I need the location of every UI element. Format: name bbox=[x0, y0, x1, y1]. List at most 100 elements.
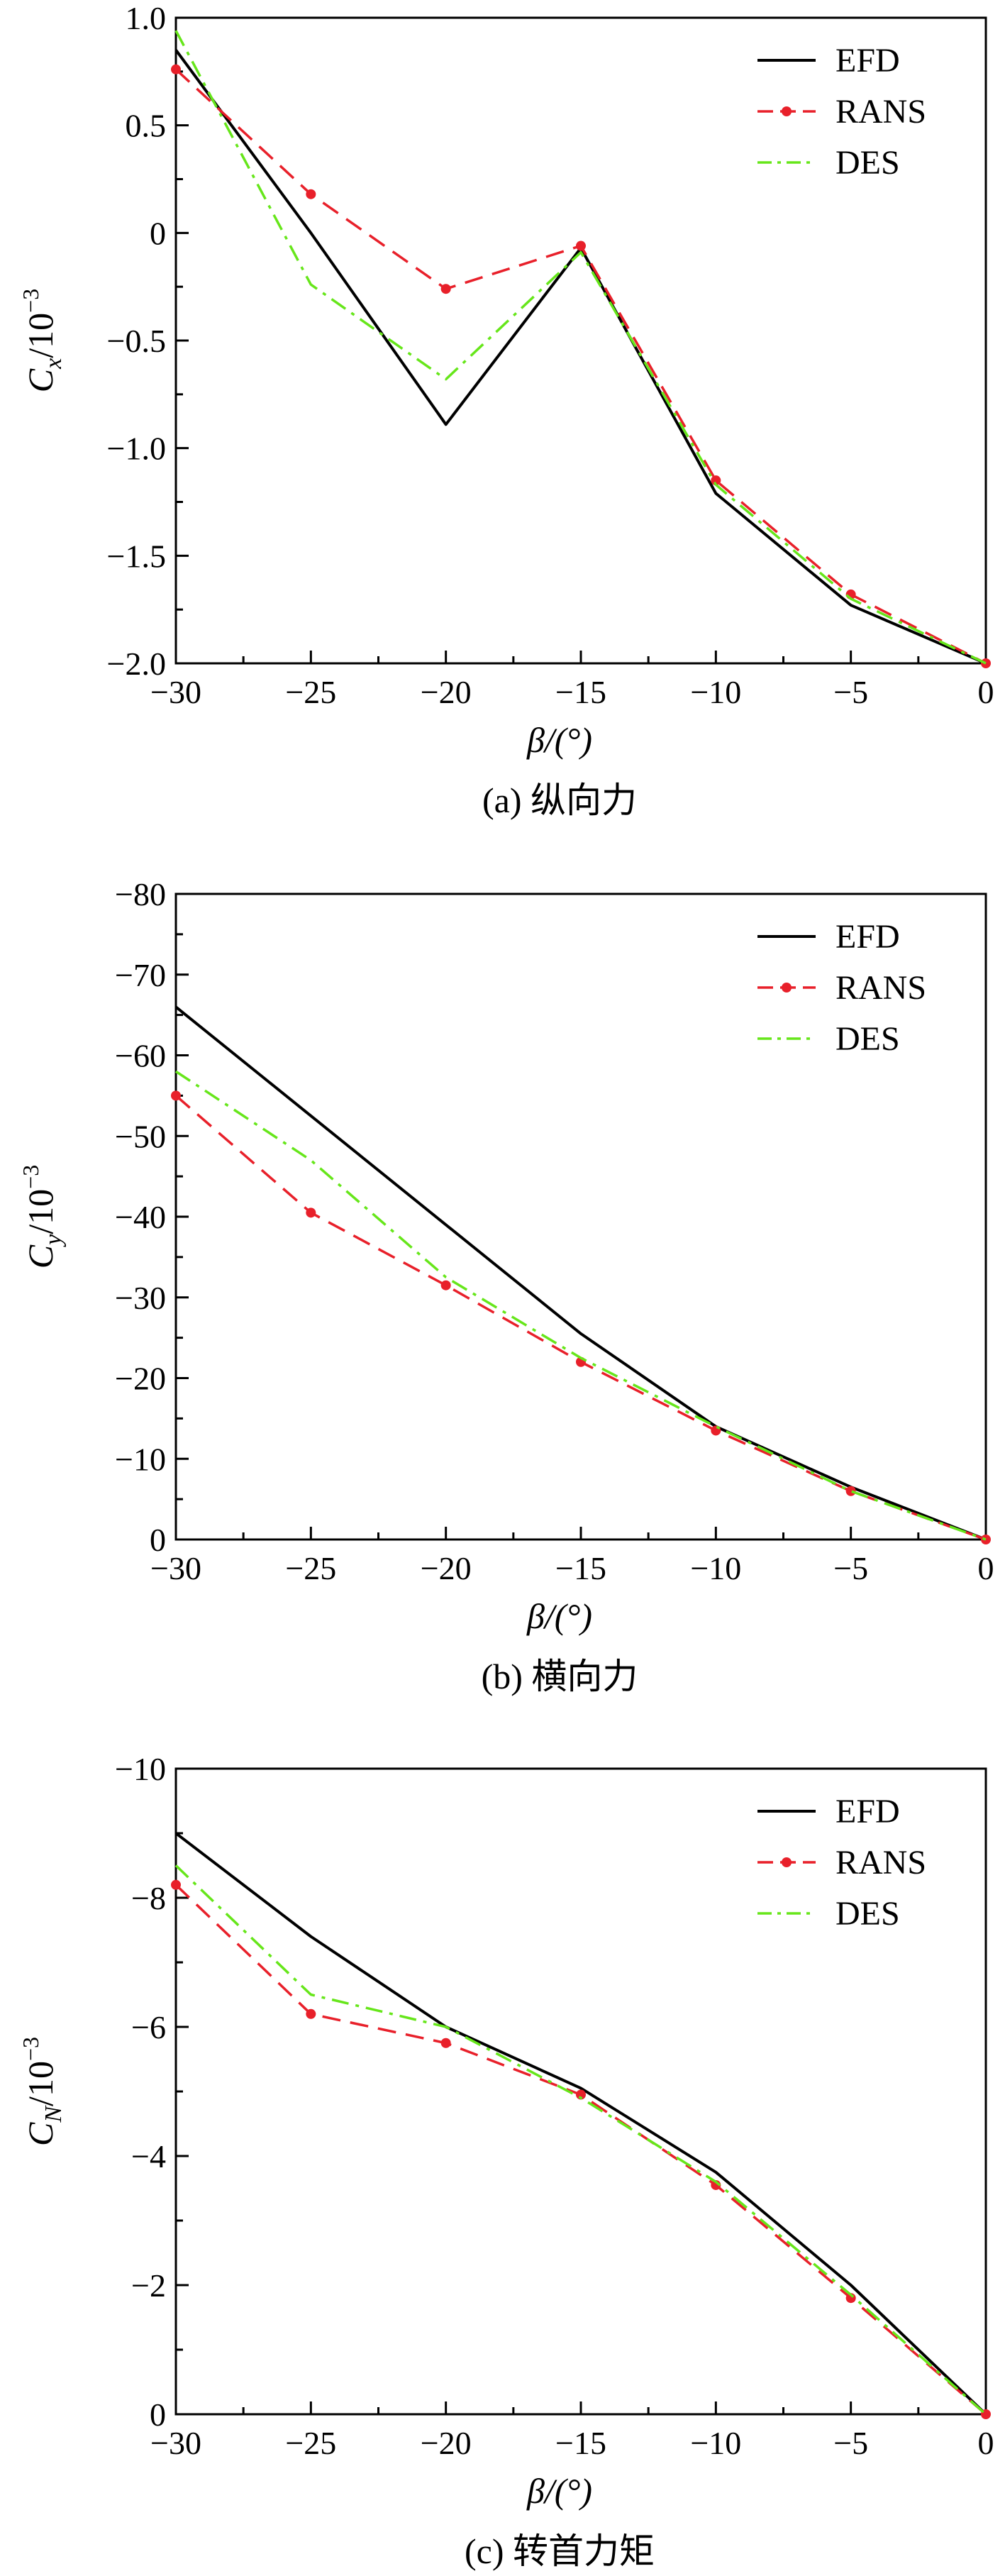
y-tick-label: −40 bbox=[115, 1199, 166, 1235]
legend-label-rans: RANS bbox=[835, 93, 926, 131]
legend-label-des: DES bbox=[835, 1895, 900, 1933]
legend-marker-rans bbox=[782, 1857, 792, 1867]
x-tick-label: −10 bbox=[690, 1550, 741, 1586]
x-tick-label: −10 bbox=[690, 2425, 741, 2461]
y-tick-label: −60 bbox=[115, 1038, 166, 1074]
x-tick-label: 0 bbox=[978, 2425, 994, 2461]
data-point-rans bbox=[171, 1879, 181, 1890]
y-axis-subscript: y bbox=[40, 1234, 67, 1247]
data-point-rans bbox=[440, 1280, 451, 1290]
y-axis-exponent: −3 bbox=[18, 2037, 43, 2061]
y-tick-label: −6 bbox=[131, 2009, 166, 2045]
x-tick-label: −30 bbox=[150, 674, 201, 710]
data-point-rans bbox=[171, 64, 181, 74]
legend-label-des: DES bbox=[835, 1020, 900, 1058]
y-tick-label: 0.5 bbox=[126, 108, 167, 144]
legend-label-rans: RANS bbox=[835, 969, 926, 1007]
y-axis-unit: /10 bbox=[21, 1189, 60, 1234]
y-tick-label: −8 bbox=[131, 1880, 166, 1916]
y-tick-label: −1.5 bbox=[107, 538, 166, 574]
data-point-rans bbox=[306, 2008, 316, 2019]
legend-marker-rans bbox=[782, 983, 792, 993]
x-tick-label: −20 bbox=[421, 1550, 472, 1586]
legend-label-des: DES bbox=[835, 144, 900, 182]
y-tick-label: 0 bbox=[150, 1522, 166, 1558]
x-tick-label: −5 bbox=[833, 1550, 868, 1586]
series-line-efd bbox=[174, 1832, 987, 2416]
legend-marker-rans bbox=[782, 106, 792, 116]
y-tick-label: −4 bbox=[131, 2138, 166, 2174]
x-tick-label: 0 bbox=[978, 674, 994, 710]
x-tick-label: −30 bbox=[150, 2425, 201, 2461]
legend-label-efd: EFD bbox=[835, 1793, 900, 1830]
series-line-efd bbox=[174, 1005, 987, 1541]
y-tick-label: −50 bbox=[115, 1118, 166, 1154]
y-axis-unit: /10 bbox=[21, 2061, 60, 2106]
legend-label-efd: EFD bbox=[835, 918, 900, 956]
y-axis-symbol: C bbox=[21, 2122, 60, 2146]
series-line-rans bbox=[174, 1884, 987, 2416]
y-tick-label: 1.0 bbox=[126, 0, 167, 36]
y-tick-label: −80 bbox=[115, 876, 166, 912]
data-point-rans bbox=[845, 1486, 856, 1496]
x-tick-label: −5 bbox=[833, 2425, 868, 2461]
x-tick-label: −5 bbox=[833, 674, 868, 710]
y-tick-label: −2.0 bbox=[107, 646, 166, 682]
y-axis-subscript: x bbox=[40, 358, 67, 370]
series-line-rans bbox=[174, 1095, 987, 1541]
x-tick-label: −15 bbox=[555, 674, 606, 710]
y-axis-title: Cx/10−3 bbox=[18, 289, 67, 392]
y-tick-label: −20 bbox=[115, 1361, 166, 1397]
figure-caption: (a) 纵向力 bbox=[482, 780, 637, 820]
y-axis-exponent: −3 bbox=[18, 289, 43, 313]
x-tick-label: −10 bbox=[690, 674, 741, 710]
y-axis-symbol: C bbox=[21, 368, 60, 392]
y-tick-label: −2 bbox=[131, 2267, 166, 2304]
data-point-rans bbox=[306, 1207, 316, 1218]
x-tick-label: −30 bbox=[150, 1550, 201, 1586]
y-tick-label: −1.0 bbox=[107, 431, 166, 467]
y-tick-label: −10 bbox=[115, 1751, 166, 1787]
series-line-des bbox=[175, 1070, 987, 1541]
x-tick-label: −25 bbox=[285, 1550, 336, 1586]
x-axis-title: β/(°) bbox=[526, 1596, 592, 1636]
legend-label-efd: EFD bbox=[835, 42, 900, 79]
x-tick-label: 0 bbox=[978, 1550, 994, 1586]
data-point-rans bbox=[440, 2038, 451, 2048]
y-axis-unit: /10 bbox=[21, 313, 60, 358]
chart-panel-3: −30 −25 −20 −15 −10 −5 0−10−8−6−4−20EFDRANSDES… bbox=[18, 1751, 994, 2571]
x-tick-label: −25 bbox=[285, 674, 336, 710]
chart-panel-1: −30 −25 −20 −15 −10 −5 0 1.0 0.5 0 −0.5 −1.0 −1.5 −2.… bbox=[18, 0, 994, 820]
y-axis-symbol: C bbox=[21, 1244, 60, 1268]
figure-caption: (c) 转首力矩 bbox=[465, 2531, 655, 2571]
y-tick-label: −0.5 bbox=[107, 323, 166, 359]
data-point-rans bbox=[576, 2089, 586, 2100]
figure-caption: (b) 横向力 bbox=[482, 1657, 638, 1696]
series-line-efd bbox=[174, 49, 987, 665]
y-tick-label: −70 bbox=[115, 957, 166, 993]
data-point-rans bbox=[171, 1090, 181, 1101]
x-tick-label: −20 bbox=[421, 674, 472, 710]
y-tick-label: −30 bbox=[115, 1280, 166, 1316]
x-tick-label: −15 bbox=[555, 2425, 606, 2461]
data-point-rans bbox=[576, 241, 586, 251]
x-axis-title: β/(°) bbox=[526, 720, 592, 760]
x-tick-label: −15 bbox=[555, 1550, 606, 1586]
chart-panel-2: −30 −25 −20 −15 −10 −5 0−80−70−60−50−40−30−20−… bbox=[18, 876, 994, 1696]
y-axis-title: CN/10−3 bbox=[18, 2037, 67, 2146]
data-point-rans bbox=[440, 284, 451, 294]
series-line-des bbox=[174, 30, 987, 665]
x-tick-label: −20 bbox=[421, 2425, 472, 2461]
series-line-des bbox=[174, 1864, 987, 2416]
y-axis-subscript: N bbox=[40, 2105, 67, 2123]
data-point-rans bbox=[306, 189, 316, 199]
y-tick-label: −10 bbox=[115, 1441, 166, 1477]
y-tick-label: 0 bbox=[150, 2397, 166, 2433]
x-tick-label: −25 bbox=[285, 2425, 336, 2461]
y-axis-title: Cy/10−3 bbox=[18, 1165, 67, 1268]
legend-label-rans: RANS bbox=[835, 1844, 926, 1881]
x-axis-title: β/(°) bbox=[526, 2471, 592, 2511]
y-tick-label: 0 bbox=[150, 215, 166, 251]
y-axis-exponent: −3 bbox=[18, 1165, 43, 1189]
